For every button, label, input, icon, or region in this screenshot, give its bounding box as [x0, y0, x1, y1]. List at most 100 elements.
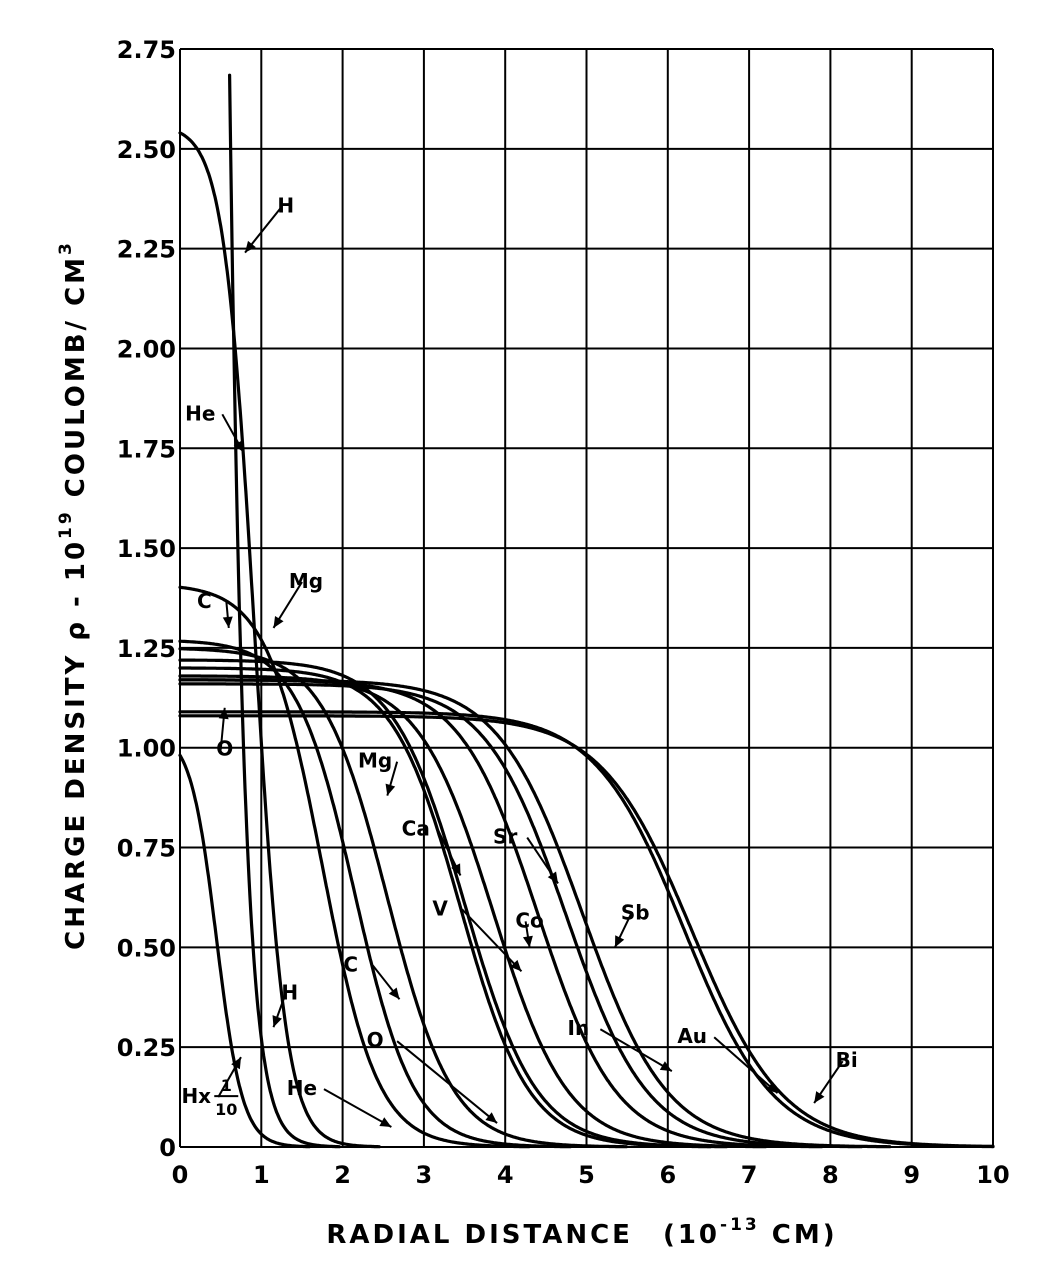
y-tick-labels: 0 0.25 0.50 0.75 1.00 1.25 1.50 1.75 2.00 2.25 2.5… [117, 36, 176, 1162]
label-in: In [568, 1016, 673, 1073]
y-tick-label: 0 [159, 1134, 176, 1162]
curve-ca [178, 666, 712, 1149]
label-sb: Sb [614, 900, 650, 948]
label-ca: Ca [402, 817, 462, 876]
label-he: He [185, 401, 245, 453]
curve-label-text: In [568, 1016, 590, 1040]
curve-label-text: C [343, 952, 358, 976]
label-hx: Hx 1 10 [181, 1056, 242, 1119]
x-tick-labels: 0 1 2 3 4 5 6 7 8 9 10 [172, 1161, 1010, 1189]
curve-label-text: Ca [402, 817, 430, 841]
label-au: Au [677, 1024, 779, 1094]
x-tick-label: 2 [334, 1161, 351, 1189]
curve-label-text: He [287, 1076, 317, 1100]
x-tick-label: 7 [741, 1161, 758, 1189]
arrowhead [485, 1112, 498, 1124]
fraction-numerator: 1 [221, 1076, 232, 1095]
arrowhead [273, 615, 284, 628]
curve-label-text: Bi [836, 1048, 858, 1072]
y-tick-label: 0.75 [117, 835, 176, 863]
x-axis-title: RADIAL DISTANCE (10-13 CM) [326, 1215, 837, 1250]
y-tick-label: 1.00 [117, 735, 176, 763]
x-tick-label: 5 [578, 1161, 595, 1189]
curve-label-text: Au [677, 1024, 707, 1048]
label-h: H [244, 194, 294, 254]
x-tick-label: 4 [497, 1161, 514, 1189]
curve-hx-1-10 [178, 753, 311, 1149]
y-tick-label: 2.75 [117, 36, 176, 64]
curve-bi [178, 714, 995, 1148]
arrowhead [547, 871, 559, 884]
curve-sr [178, 678, 824, 1149]
curve-he [178, 131, 381, 1149]
x-tick-label: 1 [253, 1161, 270, 1189]
x-tick-label: 6 [659, 1161, 676, 1189]
curve-label-text: Sb [621, 900, 650, 924]
y-tick-label: 2.25 [117, 236, 176, 264]
curve-label-text: Mg [358, 749, 392, 773]
arrowhead [385, 783, 396, 796]
curve-label-text: H [281, 980, 298, 1004]
label-sr: Sr [493, 825, 559, 885]
curve-sb [178, 678, 892, 1149]
curve-label-text: V [432, 896, 448, 920]
curve-c [178, 585, 531, 1149]
arrowhead [245, 240, 256, 253]
x-tick-label: 10 [976, 1161, 1009, 1189]
curve-label-text: Co [515, 908, 543, 932]
x-tick-label: 9 [903, 1161, 920, 1189]
curve-co [178, 674, 767, 1149]
y-tick-label: 0.25 [117, 1034, 176, 1062]
y-tick-label: 2.50 [117, 136, 176, 164]
arrowhead [510, 959, 522, 972]
label-mg: Mg [358, 749, 399, 796]
y-tick-label: 1.75 [117, 435, 176, 463]
x-tick-label: 0 [172, 1161, 189, 1189]
y-axis-title: CHARGE DENSITY ρ - 1019 COULOMB/ CM3 [56, 240, 91, 950]
arrowhead [388, 987, 400, 1000]
label-bi: Bi [813, 1048, 858, 1104]
arrowhead [218, 707, 229, 720]
curve-label-text: Mg [289, 569, 323, 593]
label-mg: Mg [272, 569, 323, 629]
curve-v [178, 658, 728, 1149]
y-tick-label: 0.50 [117, 934, 176, 962]
arrowhead [379, 1117, 392, 1128]
curve-label-text: Sr [493, 825, 517, 849]
arrowhead [222, 616, 233, 628]
y-tick-label: 2.00 [117, 335, 176, 363]
label-o: O [216, 707, 233, 761]
curve-mg [178, 647, 628, 1149]
leader-line [396, 1040, 498, 1124]
curve-label-text: C [197, 589, 212, 613]
y-tick-label: 1.50 [117, 535, 176, 563]
label-he: He [287, 1076, 392, 1128]
curve-h [228, 73, 341, 1149]
series-curves [178, 73, 995, 1149]
arrowhead [451, 863, 461, 876]
arrowhead [659, 1061, 672, 1072]
arrowhead [231, 1057, 241, 1070]
x-tick-label: 8 [822, 1161, 839, 1189]
leader-line [599, 1028, 673, 1073]
label-c: C [343, 952, 401, 1000]
grid [179, 48, 994, 1148]
curve-label-text: O [367, 1028, 384, 1052]
label-c: C [197, 589, 233, 629]
arrowhead [614, 935, 625, 948]
leader-line [713, 1036, 779, 1094]
curve-label-text: O [216, 737, 233, 761]
x-tick-label: 3 [416, 1161, 433, 1189]
label-co: Co [515, 908, 544, 948]
curve-label-text: H [277, 194, 294, 218]
arrowhead [233, 440, 244, 453]
label-v: V [432, 896, 523, 973]
curve-label-text: Hx [181, 1084, 211, 1108]
arrowhead [814, 1091, 825, 1104]
arrowhead [522, 935, 533, 948]
arrowhead [765, 1082, 778, 1094]
leader-line [323, 1088, 392, 1128]
arrowhead [272, 1015, 282, 1028]
label-o: O [367, 1028, 498, 1124]
